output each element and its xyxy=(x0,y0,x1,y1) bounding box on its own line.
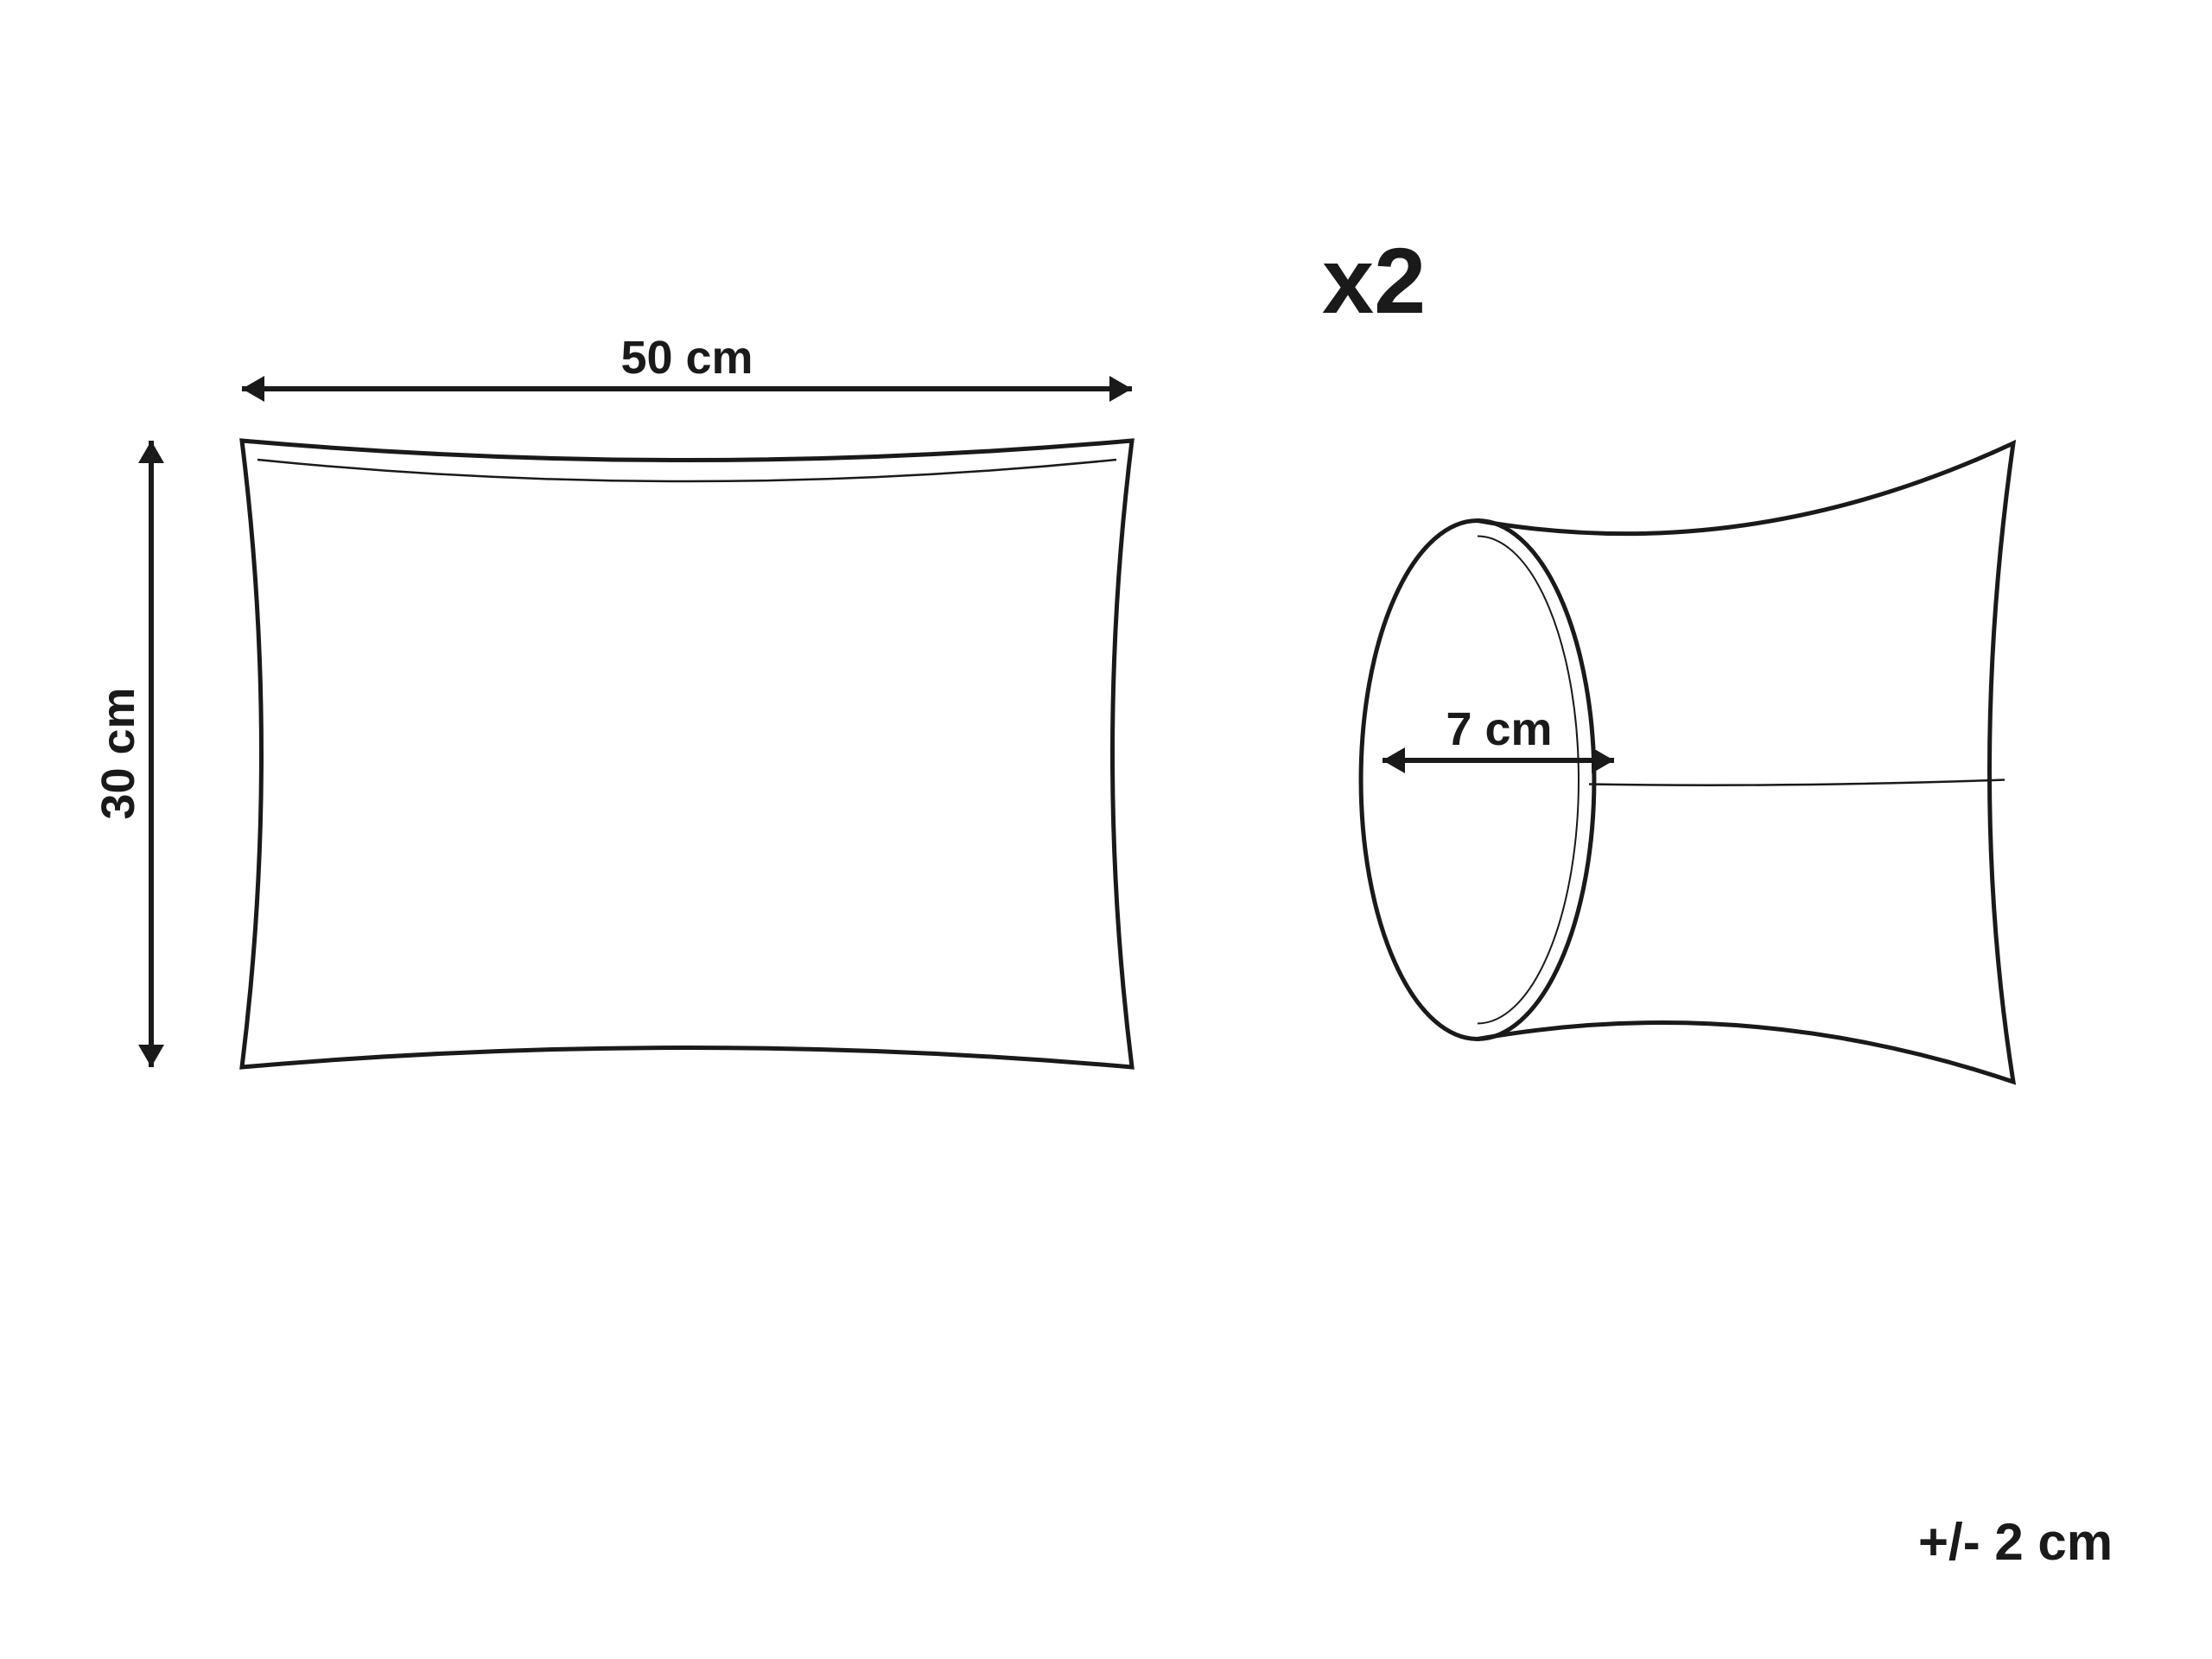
front-pillow-outline xyxy=(242,441,1132,1067)
tolerance-label: +/- 2 cm xyxy=(1918,1512,2113,1572)
width-dimension-line-arrowhead xyxy=(1109,376,1132,402)
depth-dimension-label: 7 cm xyxy=(1446,703,1552,755)
width-dimension-label: 50 cm xyxy=(620,332,753,384)
quantity-label: x2 xyxy=(1322,226,1426,334)
dimension-diagram: 50 cm 30 cm 7 cm xyxy=(0,0,2212,1659)
height-dimension-line-arrowhead xyxy=(138,1045,164,1067)
height-dimension-label: 30 cm xyxy=(92,687,144,819)
width-dimension-line-arrowhead xyxy=(242,376,264,402)
height-dimension-line-arrowhead xyxy=(138,441,164,463)
